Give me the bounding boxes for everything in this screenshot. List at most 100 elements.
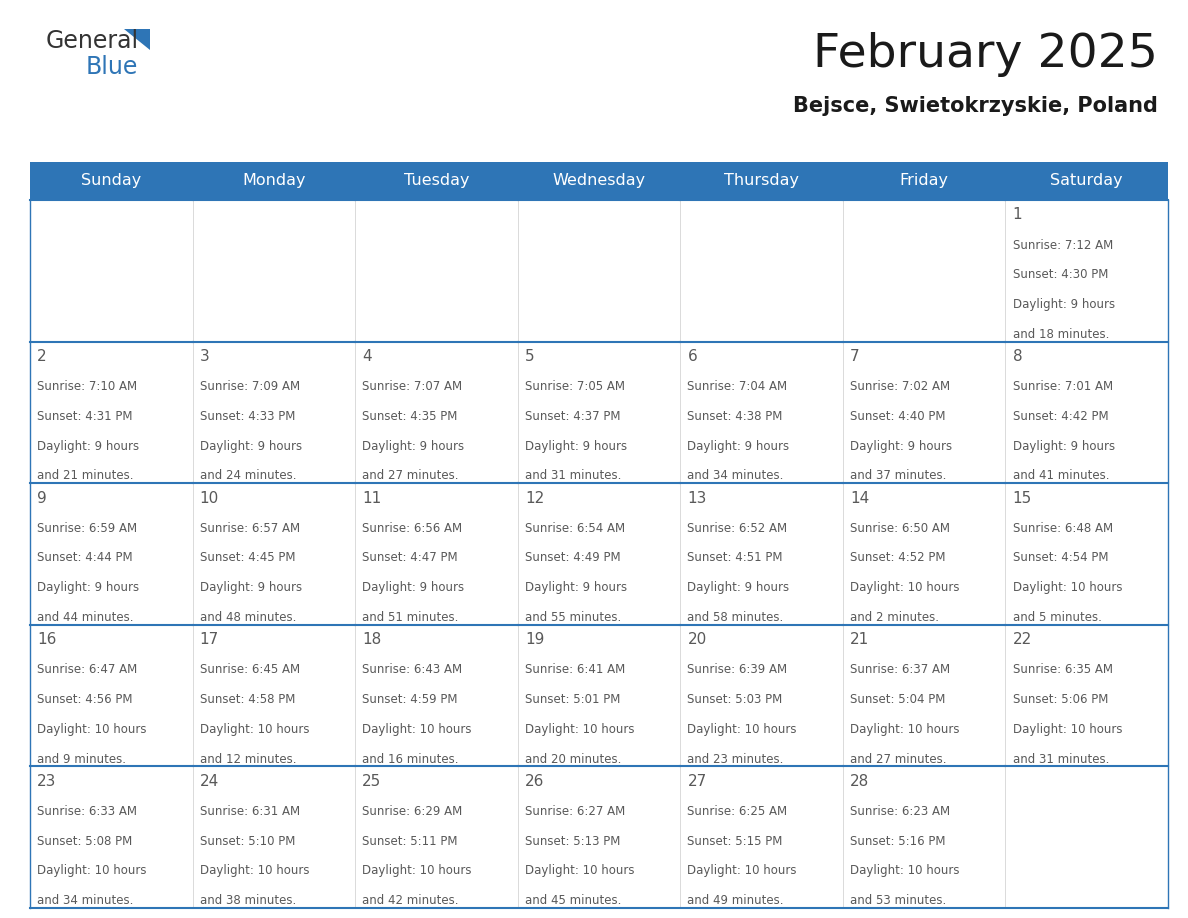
Text: Sunset: 4:59 PM: Sunset: 4:59 PM — [362, 693, 457, 706]
Text: Sunset: 5:15 PM: Sunset: 5:15 PM — [688, 834, 783, 847]
Text: and 58 minutes.: and 58 minutes. — [688, 611, 784, 624]
Text: 18: 18 — [362, 633, 381, 647]
Text: Daylight: 9 hours: Daylight: 9 hours — [362, 440, 465, 453]
Text: Daylight: 9 hours: Daylight: 9 hours — [37, 440, 139, 453]
Text: 22: 22 — [1012, 633, 1032, 647]
Text: Sunset: 4:33 PM: Sunset: 4:33 PM — [200, 410, 295, 423]
Text: Sunrise: 6:57 AM: Sunrise: 6:57 AM — [200, 521, 299, 535]
Text: 5: 5 — [525, 349, 535, 364]
Text: Sunrise: 6:47 AM: Sunrise: 6:47 AM — [37, 664, 138, 677]
Text: 28: 28 — [849, 774, 870, 789]
Text: and 12 minutes.: and 12 minutes. — [200, 753, 296, 766]
Text: Sunrise: 6:35 AM: Sunrise: 6:35 AM — [1012, 664, 1112, 677]
Text: and 45 minutes.: and 45 minutes. — [525, 894, 621, 907]
Text: Sunrise: 7:12 AM: Sunrise: 7:12 AM — [1012, 239, 1113, 252]
Text: and 31 minutes.: and 31 minutes. — [1012, 753, 1108, 766]
Text: Sunrise: 7:10 AM: Sunrise: 7:10 AM — [37, 380, 138, 393]
Text: Daylight: 9 hours: Daylight: 9 hours — [525, 440, 627, 453]
Text: Daylight: 10 hours: Daylight: 10 hours — [688, 865, 797, 878]
Text: Sunset: 5:03 PM: Sunset: 5:03 PM — [688, 693, 783, 706]
Text: Sunrise: 6:48 AM: Sunrise: 6:48 AM — [1012, 521, 1113, 535]
Text: Sunrise: 7:07 AM: Sunrise: 7:07 AM — [362, 380, 462, 393]
Text: Sunset: 5:16 PM: Sunset: 5:16 PM — [849, 834, 946, 847]
Text: 25: 25 — [362, 774, 381, 789]
Text: 12: 12 — [525, 490, 544, 506]
Text: and 23 minutes.: and 23 minutes. — [688, 753, 784, 766]
Text: 1: 1 — [1012, 207, 1022, 222]
Text: Sunset: 5:08 PM: Sunset: 5:08 PM — [37, 834, 132, 847]
Text: 15: 15 — [1012, 490, 1032, 506]
Text: Daylight: 9 hours: Daylight: 9 hours — [362, 581, 465, 594]
Text: and 34 minutes.: and 34 minutes. — [37, 894, 133, 907]
Text: Daylight: 9 hours: Daylight: 9 hours — [200, 440, 302, 453]
Text: and 44 minutes.: and 44 minutes. — [37, 611, 133, 624]
Text: 11: 11 — [362, 490, 381, 506]
Text: Daylight: 10 hours: Daylight: 10 hours — [525, 722, 634, 736]
Text: and 53 minutes.: and 53 minutes. — [849, 894, 946, 907]
Text: Daylight: 9 hours: Daylight: 9 hours — [200, 581, 302, 594]
Text: Daylight: 9 hours: Daylight: 9 hours — [849, 440, 952, 453]
Text: 13: 13 — [688, 490, 707, 506]
Text: and 2 minutes.: and 2 minutes. — [849, 611, 939, 624]
Text: Sunrise: 6:27 AM: Sunrise: 6:27 AM — [525, 805, 625, 818]
Text: Daylight: 10 hours: Daylight: 10 hours — [525, 865, 634, 878]
Text: Sunset: 5:11 PM: Sunset: 5:11 PM — [362, 834, 457, 847]
Text: and 9 minutes.: and 9 minutes. — [37, 753, 126, 766]
Text: Sunset: 4:51 PM: Sunset: 4:51 PM — [688, 552, 783, 565]
Text: February 2025: February 2025 — [814, 32, 1158, 77]
Text: and 27 minutes.: and 27 minutes. — [362, 469, 459, 482]
Text: and 27 minutes.: and 27 minutes. — [849, 753, 947, 766]
Text: Blue: Blue — [86, 55, 138, 79]
Text: Sunrise: 6:52 AM: Sunrise: 6:52 AM — [688, 521, 788, 535]
Text: Daylight: 10 hours: Daylight: 10 hours — [200, 865, 309, 878]
Text: Daylight: 10 hours: Daylight: 10 hours — [688, 722, 797, 736]
Text: Thursday: Thursday — [723, 174, 800, 188]
Text: and 42 minutes.: and 42 minutes. — [362, 894, 459, 907]
Text: Sunset: 4:47 PM: Sunset: 4:47 PM — [362, 552, 457, 565]
Text: Sunset: 5:04 PM: Sunset: 5:04 PM — [849, 693, 946, 706]
Text: and 34 minutes.: and 34 minutes. — [688, 469, 784, 482]
Text: 6: 6 — [688, 349, 697, 364]
Text: Daylight: 10 hours: Daylight: 10 hours — [200, 722, 309, 736]
Text: Sunrise: 6:37 AM: Sunrise: 6:37 AM — [849, 664, 950, 677]
Text: Sunrise: 7:01 AM: Sunrise: 7:01 AM — [1012, 380, 1113, 393]
Text: Daylight: 9 hours: Daylight: 9 hours — [688, 440, 790, 453]
Text: Sunset: 5:10 PM: Sunset: 5:10 PM — [200, 834, 295, 847]
Text: 17: 17 — [200, 633, 219, 647]
Text: Sunrise: 6:33 AM: Sunrise: 6:33 AM — [37, 805, 137, 818]
Text: Sunset: 4:44 PM: Sunset: 4:44 PM — [37, 552, 133, 565]
Text: Sunrise: 6:39 AM: Sunrise: 6:39 AM — [688, 664, 788, 677]
Text: Sunset: 4:52 PM: Sunset: 4:52 PM — [849, 552, 946, 565]
Text: Sunrise: 6:23 AM: Sunrise: 6:23 AM — [849, 805, 950, 818]
Text: Sunset: 4:58 PM: Sunset: 4:58 PM — [200, 693, 295, 706]
Text: and 5 minutes.: and 5 minutes. — [1012, 611, 1101, 624]
Text: Sunrise: 6:50 AM: Sunrise: 6:50 AM — [849, 521, 950, 535]
Text: and 55 minutes.: and 55 minutes. — [525, 611, 621, 624]
Text: 4: 4 — [362, 349, 372, 364]
Text: Sunset: 5:01 PM: Sunset: 5:01 PM — [525, 693, 620, 706]
Text: and 16 minutes.: and 16 minutes. — [362, 753, 459, 766]
Text: Daylight: 9 hours: Daylight: 9 hours — [688, 581, 790, 594]
Text: Sunset: 4:37 PM: Sunset: 4:37 PM — [525, 410, 620, 423]
Text: Sunrise: 6:56 AM: Sunrise: 6:56 AM — [362, 521, 462, 535]
Text: Tuesday: Tuesday — [404, 174, 469, 188]
Text: Sunset: 4:38 PM: Sunset: 4:38 PM — [688, 410, 783, 423]
Text: Sunrise: 6:59 AM: Sunrise: 6:59 AM — [37, 521, 138, 535]
Text: Sunset: 4:35 PM: Sunset: 4:35 PM — [362, 410, 457, 423]
Text: Daylight: 10 hours: Daylight: 10 hours — [1012, 581, 1121, 594]
Text: Monday: Monday — [242, 174, 305, 188]
Text: Daylight: 10 hours: Daylight: 10 hours — [362, 722, 472, 736]
Text: Daylight: 9 hours: Daylight: 9 hours — [37, 581, 139, 594]
Text: and 21 minutes.: and 21 minutes. — [37, 469, 133, 482]
Text: Sunrise: 6:54 AM: Sunrise: 6:54 AM — [525, 521, 625, 535]
Text: Daylight: 10 hours: Daylight: 10 hours — [37, 722, 146, 736]
Text: Daylight: 9 hours: Daylight: 9 hours — [1012, 298, 1114, 311]
Text: 26: 26 — [525, 774, 544, 789]
Text: Wednesday: Wednesday — [552, 174, 645, 188]
Text: Sunset: 4:30 PM: Sunset: 4:30 PM — [1012, 268, 1108, 281]
Text: and 48 minutes.: and 48 minutes. — [200, 611, 296, 624]
Text: Daylight: 9 hours: Daylight: 9 hours — [525, 581, 627, 594]
Text: Daylight: 10 hours: Daylight: 10 hours — [849, 581, 960, 594]
Text: and 41 minutes.: and 41 minutes. — [1012, 469, 1110, 482]
Text: and 20 minutes.: and 20 minutes. — [525, 753, 621, 766]
